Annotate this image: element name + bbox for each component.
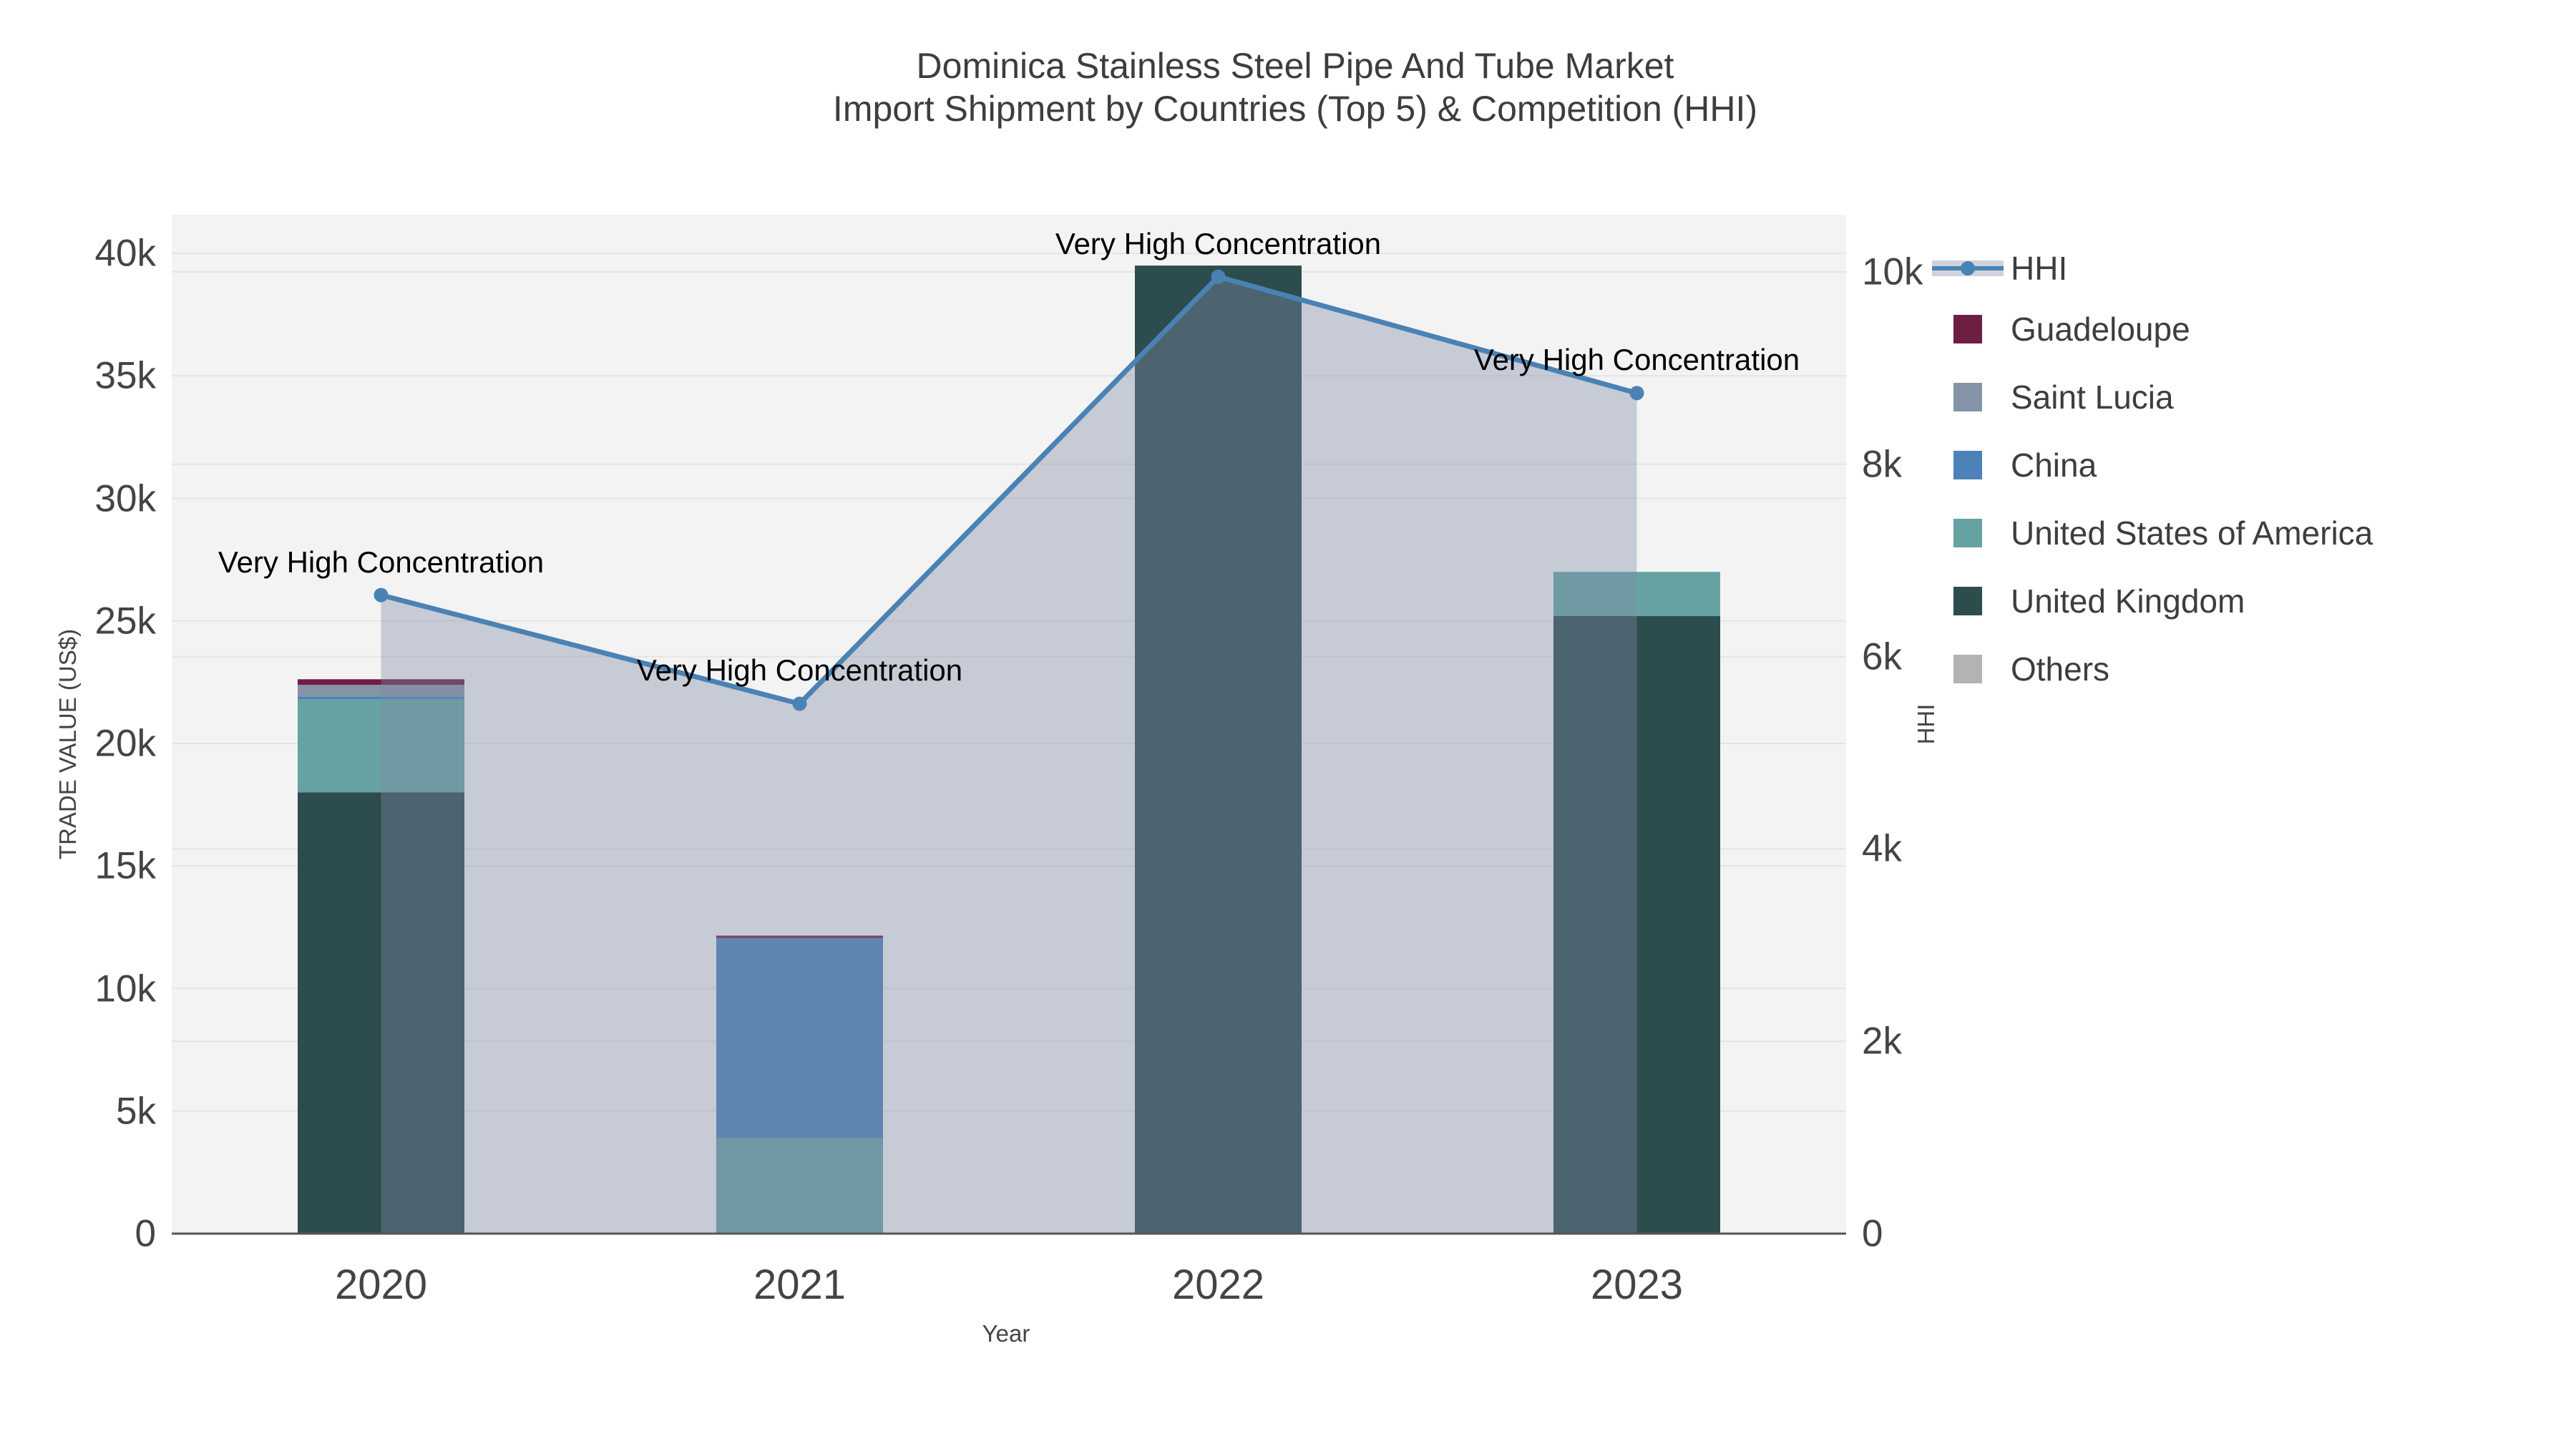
- x-tick-2023: 2023: [1590, 1262, 1684, 1308]
- bar-segment-2021-guadeloupe[interactable]: [716, 935, 883, 938]
- legend-item-saint-lucia[interactable]: Saint Lucia: [1932, 378, 2174, 416]
- chart-title-line2: Import Shipment by Countries (Top 5) & C…: [832, 89, 1758, 129]
- legend-item-label: Guadeloupe: [2011, 311, 2190, 348]
- bar-segment-2021-china[interactable]: [716, 937, 883, 1138]
- y-left-tick-0: 0: [135, 1212, 156, 1255]
- hhi-marker-2020[interactable]: [374, 587, 389, 602]
- bar-segment-2022-uk[interactable]: [1135, 265, 1302, 1234]
- chart-title: Dominica Stainless Steel Pipe And Tube M…: [833, 44, 1757, 130]
- hhi-area-fill: [381, 276, 1637, 1234]
- y-right-tick-6k: 6k: [1862, 635, 1902, 678]
- legend-item-label: Saint Lucia: [2011, 379, 2174, 416]
- y-left-tick-25k: 25k: [94, 600, 156, 643]
- bar-segment-2023-usa[interactable]: [1553, 572, 1720, 616]
- annotation-2020: Very High Concentration: [218, 545, 545, 579]
- y-right-tick-8k: 8k: [1862, 443, 1902, 486]
- saint_lucia-swatch-icon: [1932, 381, 2004, 414]
- uk-swatch-icon: [1932, 585, 2004, 618]
- color-swatch: [1953, 587, 1982, 615]
- legend-item-guadeloupe[interactable]: Guadeloupe: [1932, 310, 2190, 348]
- y-left-tick-20k: 20k: [94, 722, 156, 765]
- bar-segment-2020-china[interactable]: [298, 696, 464, 700]
- bar-segment-2020-usa[interactable]: [298, 699, 464, 793]
- legend-item-label: Others: [2011, 650, 2110, 688]
- hhi-marker-2022[interactable]: [1211, 269, 1226, 284]
- china-swatch-icon: [1932, 449, 2004, 482]
- x-tick-2020: 2020: [334, 1262, 428, 1308]
- legend-item-label: China: [2011, 447, 2097, 484]
- hhi-marker-swatch: [1961, 261, 1975, 275]
- hhi-line: [380, 274, 1638, 706]
- y-left-tick-40k: 40k: [94, 232, 156, 275]
- bar-segment-2021-usa[interactable]: [716, 1138, 883, 1234]
- color-swatch: [1953, 383, 1982, 411]
- y-right-tick-10k: 10k: [1862, 250, 1923, 293]
- y-left-tick-30k: 30k: [94, 477, 156, 519]
- hhi-marker-2023[interactable]: [1629, 386, 1644, 401]
- bar-segment-2020-guadeloupe[interactable]: [298, 679, 464, 686]
- y-left-tick-35k: 35k: [94, 354, 156, 397]
- y-axis-left-title: TRADE VALUE (US$): [54, 628, 81, 860]
- legend-item-china[interactable]: China: [1932, 446, 2097, 484]
- legend-item-united-kingdom[interactable]: United Kingdom: [1932, 582, 2245, 620]
- legend-item-label: United Kingdom: [2011, 582, 2245, 620]
- annotation-2022: Very High Concentration: [1055, 226, 1382, 260]
- others-swatch-icon: [1932, 653, 2004, 686]
- hhi-marker-2021[interactable]: [792, 696, 807, 711]
- color-swatch: [1953, 315, 1982, 343]
- y-right-tick-0: 0: [1862, 1212, 1883, 1255]
- x-axis-title: Year: [982, 1320, 1030, 1347]
- legend-item-united-states-of-america[interactable]: United States of America: [1932, 514, 2373, 552]
- bar-segment-2023-uk[interactable]: [1553, 615, 1720, 1234]
- annotation-2021: Very High Concentration: [636, 653, 963, 688]
- y-left-tick-15k: 15k: [94, 844, 156, 887]
- bar-segment-2020-uk[interactable]: [298, 792, 464, 1234]
- color-swatch: [1953, 451, 1982, 479]
- y-left-tick-5k: 5k: [116, 1090, 156, 1133]
- color-swatch: [1953, 519, 1982, 547]
- hhi-line-swatch-icon: [1932, 252, 2004, 285]
- chart-title-line1: Dominica Stainless Steel Pipe And Tube M…: [916, 46, 1674, 86]
- bar-segment-2020-saint_lucia[interactable]: [298, 685, 464, 697]
- legend-item-hhi[interactable]: HHI: [1932, 249, 2067, 288]
- y-axis-right-title: HHI: [1913, 703, 1939, 745]
- x-tick-2022: 2022: [1171, 1262, 1265, 1308]
- legend-item-others[interactable]: Others: [1932, 650, 2109, 688]
- y-right-tick-2k: 2k: [1862, 1020, 1902, 1063]
- y-left-tick-10k: 10k: [94, 967, 156, 1010]
- usa-swatch-icon: [1932, 517, 2004, 550]
- annotation-2023: Very High Concentration: [1473, 343, 1800, 377]
- color-swatch: [1953, 655, 1982, 683]
- guadeloupe-swatch-icon: [1932, 313, 2004, 346]
- legend-item-label: HHI: [2011, 250, 2068, 287]
- legend-item-label: United States of America: [2011, 514, 2373, 552]
- x-tick-2021: 2021: [753, 1262, 847, 1308]
- y-right-tick-4k: 4k: [1862, 827, 1902, 870]
